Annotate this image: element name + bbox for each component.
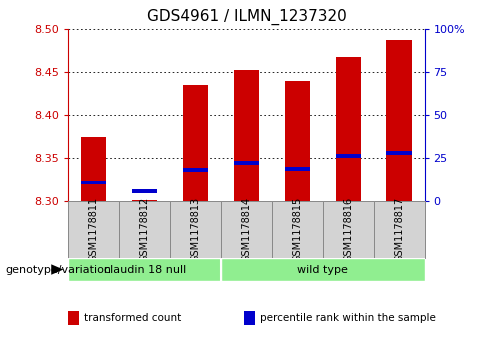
Bar (336, 154, 361, 158)
Bar (285, 81, 310, 201)
Bar (336, 57, 361, 201)
Text: genotype/variation: genotype/variation (5, 265, 111, 274)
Text: transformed count: transformed count (84, 313, 181, 323)
Text: GSM1178814: GSM1178814 (242, 197, 251, 262)
Bar (386, 40, 412, 201)
Title: GDS4961 / ILMN_1237320: GDS4961 / ILMN_1237320 (146, 9, 346, 25)
Text: GSM1178811: GSM1178811 (89, 197, 99, 262)
Bar (234, 70, 259, 201)
Text: percentile rank within the sample: percentile rank within the sample (260, 313, 435, 323)
Bar (221, 258, 425, 281)
Text: GSM1178815: GSM1178815 (292, 197, 303, 262)
Bar (81, 137, 106, 201)
Bar (234, 161, 259, 164)
Bar (183, 85, 208, 201)
Bar (132, 189, 157, 193)
Bar (81, 180, 106, 184)
Bar (119, 201, 170, 258)
Bar (68, 201, 119, 258)
Bar (374, 201, 425, 258)
Bar (221, 201, 272, 258)
Text: GSM1178816: GSM1178816 (343, 197, 353, 262)
Text: GSM1178812: GSM1178812 (140, 197, 150, 262)
Bar (386, 151, 412, 155)
Bar (68, 258, 221, 281)
Text: GSM1178817: GSM1178817 (394, 197, 404, 262)
Bar (183, 168, 208, 171)
Text: claudin 18 null: claudin 18 null (103, 265, 186, 274)
Bar (170, 201, 221, 258)
Bar (132, 200, 157, 201)
Text: wild type: wild type (297, 265, 348, 274)
Polygon shape (51, 264, 63, 275)
Bar (285, 167, 310, 171)
Bar (323, 201, 374, 258)
Text: GSM1178813: GSM1178813 (190, 197, 201, 262)
Bar (272, 201, 323, 258)
